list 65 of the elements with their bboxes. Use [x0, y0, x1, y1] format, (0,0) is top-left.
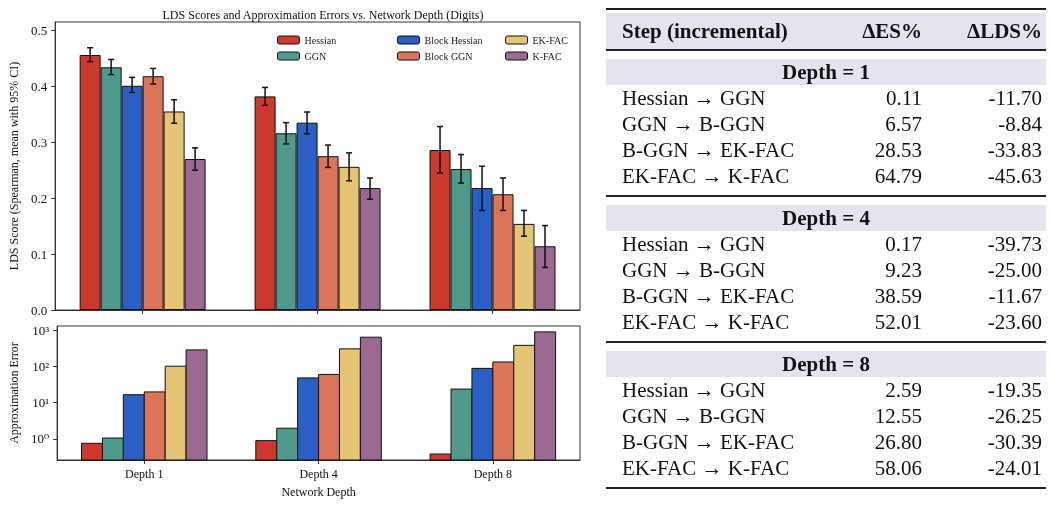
x-tick-label: Depth 8: [473, 467, 513, 481]
text: -19.35: [986, 377, 1042, 403]
y-tick-label: 10⁰: [30, 431, 50, 447]
text: ΔLDS%: [965, 18, 1042, 44]
text: Hessian → GGN: [621, 377, 767, 403]
text: 6.57: [884, 111, 922, 137]
text: 12.55: [873, 403, 922, 429]
chart-title: LDS Scores and Approximation Errors vs. Network Depth (Digits): [162, 8, 484, 22]
legend-label: Block Hessian: [424, 34, 483, 46]
text: 26.80: [873, 429, 922, 455]
text: EK-FAC → K-FAC: [621, 163, 791, 189]
text: -8.84: [997, 111, 1042, 137]
y-tick-label: 10²: [32, 358, 50, 374]
text: 28.53: [873, 137, 922, 163]
text: B-GGN → EK-FAC: [621, 137, 796, 163]
legend-label: EK-FAC: [532, 34, 569, 46]
text: Hessian → GGN: [621, 231, 767, 257]
text: Depth = 8: [606, 351, 1046, 377]
legend-label: Hessian: [304, 34, 337, 46]
y-tick-label: 10¹: [32, 395, 50, 411]
text: Hessian → GGN: [621, 85, 767, 111]
y-tick-label: 0.5: [30, 22, 48, 38]
text: GGN → B-GGN: [621, 403, 767, 429]
text: Depth = 1: [606, 59, 1046, 85]
text: 0.11: [885, 85, 922, 111]
text: -33.83: [986, 137, 1042, 163]
legend-label: K-FAC: [532, 50, 563, 62]
text: -39.73: [986, 231, 1042, 257]
text: EK-FAC → K-FAC: [621, 309, 791, 335]
text: 2.59: [884, 377, 922, 403]
y-tick-label: 0.3: [30, 134, 48, 150]
text: EK-FAC → K-FAC: [621, 455, 791, 481]
y-tick-label: 0.0: [30, 302, 48, 318]
text: 58.06: [873, 455, 922, 481]
text: 38.59: [873, 283, 922, 309]
y-tick-label: 10³: [32, 322, 50, 338]
text: ΔES%: [861, 18, 922, 44]
text: 64.79: [873, 163, 922, 189]
y-axis-title: LDS Score (Spearman, mean with 95% CI): [7, 61, 21, 271]
text: -11.67: [987, 283, 1042, 309]
x-tick-label: Depth 1: [125, 467, 164, 481]
text: -11.70: [987, 85, 1042, 111]
text: B-GGN → EK-FAC: [621, 429, 796, 455]
text: 9.23: [884, 257, 922, 283]
text: 0.17: [884, 231, 922, 257]
text: -45.63: [986, 163, 1042, 189]
text: -25.00: [986, 257, 1042, 283]
y-tick-label: 0.2: [30, 190, 48, 206]
x-axis-title: Network Depth: [281, 485, 356, 499]
text: GGN → B-GGN: [621, 257, 767, 283]
text: -26.25: [986, 403, 1042, 429]
text: B-GGN → EK-FAC: [621, 283, 796, 309]
y-tick-label: 0.1: [30, 246, 48, 262]
text: Step (incremental): [621, 18, 789, 44]
y-tick-label: 0.4: [30, 78, 48, 94]
x-tick-label: Depth 4: [299, 467, 338, 481]
legend-label: GGN: [304, 50, 327, 62]
text: -23.60: [986, 309, 1042, 335]
text: 52.01: [873, 309, 922, 335]
text: Depth = 4: [606, 205, 1046, 231]
legend-label: Block GGN: [424, 50, 473, 62]
text: GGN → B-GGN: [621, 111, 767, 137]
text: -24.01: [986, 455, 1042, 481]
text: -30.39: [986, 429, 1042, 455]
y-axis-title: Approximation Error: [7, 342, 21, 444]
